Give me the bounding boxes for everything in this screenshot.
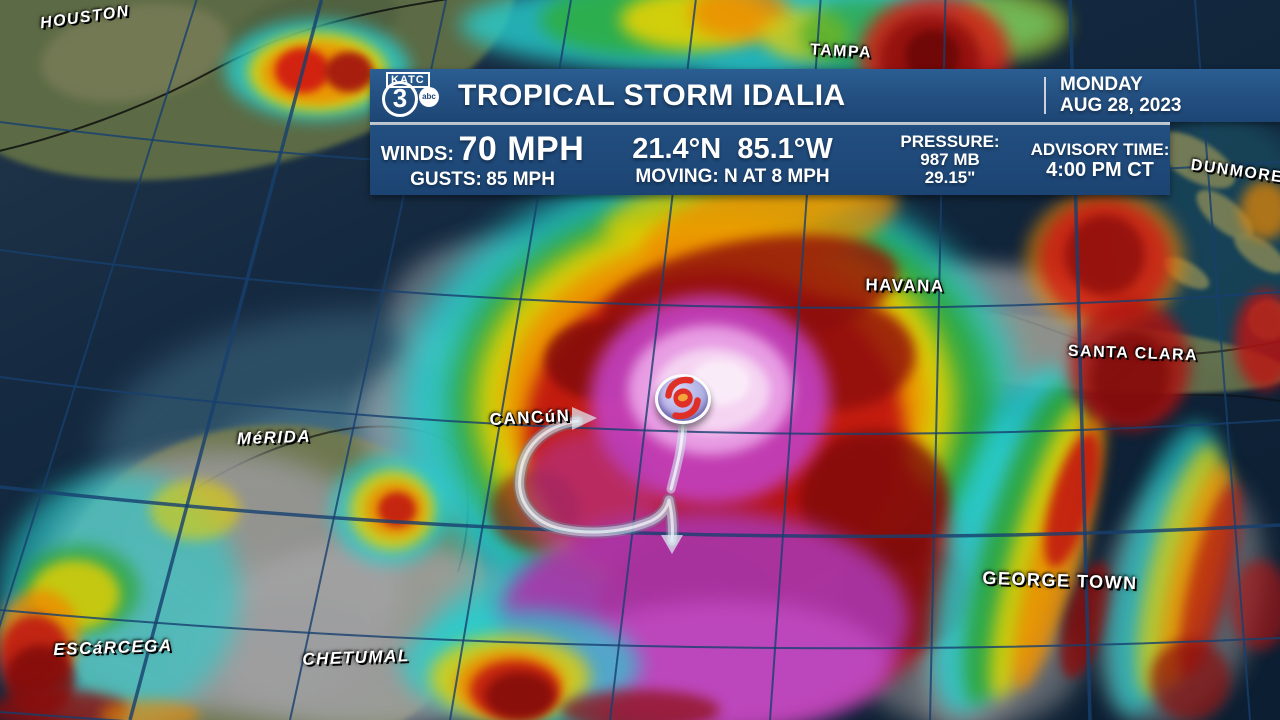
date-block: MONDAY AUG 28, 2023: [1060, 74, 1181, 116]
map-texture: [485, 672, 555, 720]
storm-center-icon: [655, 374, 711, 424]
storm-coordinates: 21.4°N 85.1°W: [632, 132, 833, 165]
city-label-tampa: TAMPA: [809, 41, 873, 62]
city-label-havana: HAVANA: [865, 275, 945, 296]
city-label-george-town: GEORGE TOWN: [982, 567, 1138, 594]
gusts-label: GUSTS:: [410, 168, 482, 190]
city-label-houston: HOUSTON: [39, 2, 131, 33]
map-texture: [100, 700, 200, 720]
storm-title: TROPICAL STORM IDALIA: [458, 78, 846, 112]
date-full: AUG 28, 2023: [1060, 95, 1182, 116]
pressure-label: PRESSURE:: [900, 132, 1000, 151]
position-group: 21.4°N 85.1°W MOVING: N AT 8 MPH: [595, 125, 870, 195]
city-label-chetumal: CHETUMAL: [301, 646, 410, 669]
tropical-storm-symbol-icon: [665, 376, 701, 420]
map-texture: [325, 52, 373, 92]
map-texture: [1150, 640, 1230, 720]
header-banner: KATC 3 abc TROPICAL STORM IDALIA MONDAY …: [370, 69, 1280, 122]
pressure-inches: 29.15": [924, 168, 976, 187]
winds-label: WINDS:: [380, 142, 455, 165]
date-divider: [1044, 77, 1046, 114]
winds-value: 70 MPH: [458, 129, 585, 168]
pressure-mb: 987 MB: [920, 150, 980, 169]
city-label-santa-clara: SANTA CLARA: [1067, 342, 1199, 365]
advisory-group: ADVISORY TIME: 4:00 PM CT: [1030, 125, 1170, 195]
pressure-group: PRESSURE: 987 MB 29.15": [870, 125, 1030, 195]
date-day: MONDAY: [1060, 74, 1143, 95]
gusts-value: 85 MPH: [486, 168, 555, 190]
map-texture: [1090, 330, 1170, 420]
city-label-canc-n: CANCúN: [489, 405, 571, 430]
map-texture: [1235, 290, 1280, 390]
storm-stats-bar: WINDS: 70 MPH GUSTS: 85 MPH 21.4°N 85.1°…: [370, 125, 1170, 195]
advisory-time: 4:00 PM CT: [1046, 159, 1154, 181]
storm-movement: MOVING: N AT 8 MPH: [635, 165, 830, 187]
city-label-m-rida: MéRIDA: [236, 426, 312, 449]
banner-divider-line: [370, 122, 1170, 125]
winds-group: WINDS: 70 MPH GUSTS: 85 MPH: [370, 125, 595, 195]
advisory-label: ADVISORY TIME:: [1030, 140, 1170, 159]
logo-channel-number: 3: [382, 80, 418, 117]
katc3-abc-logo-icon: KATC 3 abc: [382, 71, 444, 120]
city-label-esc-rcega: ESCáRCEGA: [53, 635, 173, 660]
city-label-dunmore: DUNMORE: [1189, 156, 1280, 187]
abc-network-icon: abc: [419, 86, 439, 107]
map-texture: [560, 690, 720, 720]
map-texture: [1240, 180, 1280, 240]
